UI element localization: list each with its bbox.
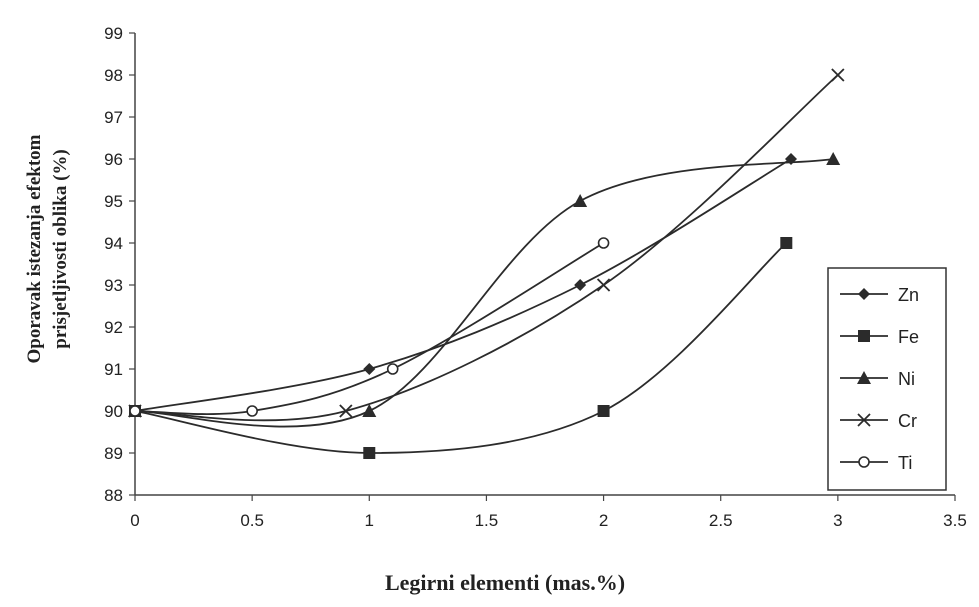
data-point-ti: [246, 405, 258, 417]
legend-marker: [857, 413, 871, 427]
legend-label: Cr: [898, 411, 917, 431]
series-line-cr: [134, 74, 839, 422]
legend-marker: [858, 456, 870, 468]
data-point-fe: [780, 237, 793, 249]
series-line-zn: [134, 158, 792, 412]
x-axis-title: Legirni elementi (mas.%): [385, 570, 625, 595]
y-tick-label: 90: [104, 402, 123, 421]
data-point-ni: [573, 194, 588, 207]
marker-stroke: [339, 404, 353, 418]
data-point-cr: [339, 404, 353, 418]
legend-marker: [858, 288, 870, 300]
legend-label: Zn: [898, 285, 919, 305]
x-tick-label: 2: [599, 511, 608, 530]
y-tick-label: 89: [104, 444, 123, 463]
marker-stroke: [857, 413, 871, 427]
y-tick-label: 97: [104, 108, 123, 127]
y-tick-label: 92: [104, 318, 123, 337]
legend-item-ti: Ti: [840, 453, 912, 473]
y-axis-title-line: prisjetljivosti oblika (%): [50, 149, 71, 349]
data-point-ni: [362, 404, 377, 417]
y-tick-label: 95: [104, 192, 123, 211]
legend-item-cr: Cr: [840, 411, 917, 431]
y-tick-label: 91: [104, 360, 123, 379]
legend-label: Fe: [898, 327, 919, 347]
axes: 88 89 90 91 92 93 94 95 96 97 98 99 0 0.5 1 1.5 2 2.5 3 3.5…: [24, 24, 967, 595]
legend-item-fe: Fe: [840, 327, 919, 347]
y-axis-title-line: Oporavak istezanja efektom: [24, 134, 45, 363]
y-tick-label: 98: [104, 66, 123, 85]
x-tick-label: 1.5: [475, 511, 499, 530]
series-line-fe: [134, 242, 787, 454]
x-tick-label: 0.5: [240, 511, 264, 530]
data-point-ni: [826, 152, 841, 165]
legend-marker: [858, 330, 870, 342]
data-point-fe: [597, 405, 610, 417]
x-tick-label: 2.5: [709, 511, 733, 530]
series-line-ti: [134, 242, 605, 415]
data-point-cr: [596, 278, 611, 292]
legend-item-zn: Zn: [840, 285, 919, 305]
marker-stroke: [596, 278, 611, 292]
data-point-ti: [386, 363, 399, 375]
x-tick-label: 0: [130, 511, 139, 530]
x-tick-label: 3: [833, 511, 842, 530]
legend-label: Ti: [898, 453, 912, 473]
data-point-zn: [363, 363, 376, 375]
series-markers: [128, 68, 845, 459]
data-point-ti: [129, 405, 141, 417]
data-point-cr: [831, 68, 845, 82]
series-lines: [134, 74, 839, 454]
legend-box: [827, 267, 947, 491]
legend-label: Ni: [898, 369, 915, 389]
y-tick-label: 94: [104, 234, 123, 253]
y-tick-label: 96: [104, 150, 123, 169]
y-tick-label: 93: [104, 276, 123, 295]
series-line-ni: [134, 158, 834, 428]
legend-marker: [857, 371, 871, 384]
data-point-zn: [574, 279, 587, 291]
data-point-zn: [785, 153, 797, 165]
legend: Zn Fe Ni Cr Ti: [827, 267, 947, 491]
data-point-ti: [597, 237, 610, 249]
y-tick-label: 88: [104, 486, 123, 505]
legend-item-ni: Ni: [840, 369, 915, 389]
marker-stroke: [831, 68, 845, 82]
y-tick-label: 99: [104, 24, 123, 43]
x-tick-label: 3.5: [943, 511, 967, 530]
x-tick-label: 1: [365, 511, 374, 530]
data-point-fe: [363, 447, 376, 459]
